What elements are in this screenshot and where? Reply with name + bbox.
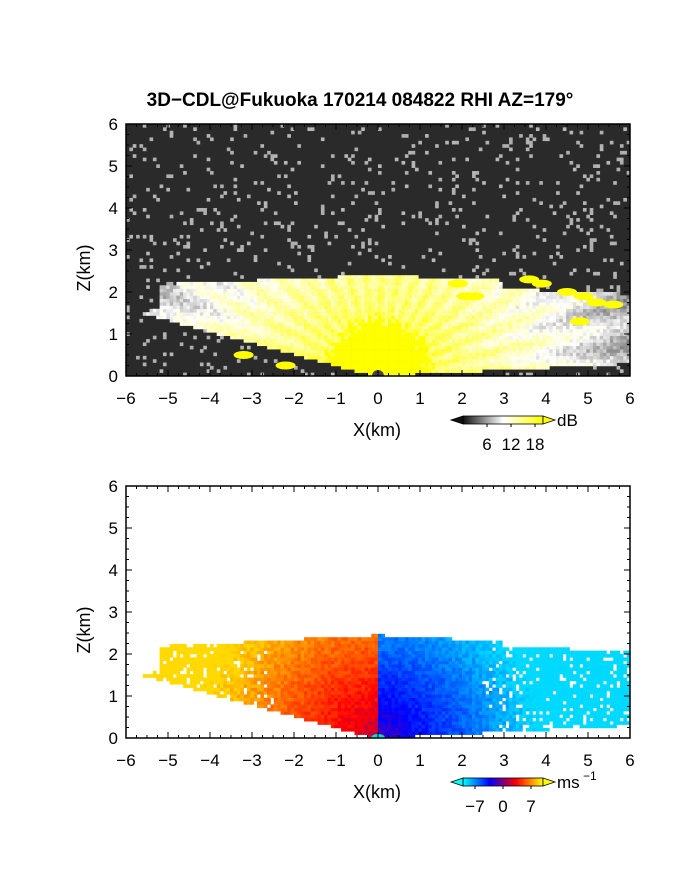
y-tick-label: 1 [109,687,118,706]
x-tick-label: 3 [499,751,508,770]
reflectivity-field [126,124,630,376]
colorbar-high-arrow [542,415,557,425]
x-tick-label: −6 [116,389,135,408]
saturated-patch [557,288,577,296]
y-tick-label: 2 [109,283,118,302]
x-tick-label: 2 [457,389,466,408]
y-tick-label: 0 [109,729,118,748]
colorbar-tick-label: 7 [526,797,535,816]
colorbar-bar [462,415,544,425]
x-tick-label: 6 [625,751,634,770]
y-tick-label: 5 [109,157,118,176]
colorbar-tick-label: 6 [482,435,491,454]
saturated-patch [447,279,468,288]
colorbar-tick-label: 18 [526,435,545,454]
x-tick-label: −3 [242,389,261,408]
x-tick-label: 1 [415,389,424,408]
x-tick-label: −1 [326,751,345,770]
y-tick-label: 6 [109,477,118,496]
colorbar-unit: ms [557,773,580,792]
x-axis-label: X(km) [353,782,401,802]
saturated-patch [569,317,590,326]
x-tick-label: −5 [158,389,177,408]
x-tick-label: −4 [200,751,219,770]
x-tick-label: −3 [242,751,261,770]
saturated-patch [531,279,552,288]
y-tick-label: 0 [109,367,118,386]
colorbar-bar [462,777,544,787]
saturated-patch [464,292,485,301]
y-tick-label: 2 [109,645,118,664]
colorbar-tick-label: 0 [498,797,507,816]
x-tick-label: 2 [457,751,466,770]
colorbar-high-arrow [542,777,557,787]
colorbar-unit: dB [557,411,578,430]
colorbar-low-arrow [449,415,464,425]
y-tick-label: 3 [109,603,118,622]
y-axis-label: Z(km) [74,245,94,292]
x-axis-label: X(km) [353,420,401,440]
y-axis-label: Z(km) [74,607,94,654]
saturated-patch [573,292,594,301]
x-tick-label: −5 [158,751,177,770]
y-tick-label: 4 [109,199,118,218]
saturated-patch [586,298,607,307]
y-tick-label: 3 [109,241,118,260]
y-tick-label: 4 [109,561,118,580]
colorbar-tick-label: −7 [465,797,484,816]
x-tick-label: 3 [499,389,508,408]
figure-title: 3D−CDL@Fukuoka 170214 084822 RHI AZ=179° [147,90,574,111]
y-tick-label: 6 [109,115,118,134]
velocity-field [126,486,630,738]
y-tick-label: 1 [109,325,118,344]
colorbar-low-arrow [449,777,464,787]
colorbar: 6 12 18 dB [449,411,578,454]
colorbar-unit-exponent: −1 [583,769,597,783]
x-tick-label: 5 [583,751,592,770]
x-tick-label: 6 [625,389,634,408]
saturated-patch [603,300,624,309]
x-tick-label: 5 [583,389,592,408]
x-tick-label: −2 [284,751,303,770]
x-tick-label: 1 [415,751,424,770]
saturated-patch [275,361,296,370]
x-tick-label: −6 [116,751,135,770]
x-tick-label: −2 [284,389,303,408]
colorbar: −7 0 7 ms −1 [449,769,597,816]
x-tick-label: 0 [373,751,382,770]
x-tick-label: −4 [200,389,219,408]
x-tick-label: 0 [373,389,382,408]
x-tick-label: 4 [541,751,550,770]
x-tick-label: 4 [541,389,550,408]
x-tick-label: −1 [326,389,345,408]
saturated-patch [233,351,254,359]
y-tick-label: 5 [109,519,118,538]
colorbar-tick-label: 12 [502,435,521,454]
